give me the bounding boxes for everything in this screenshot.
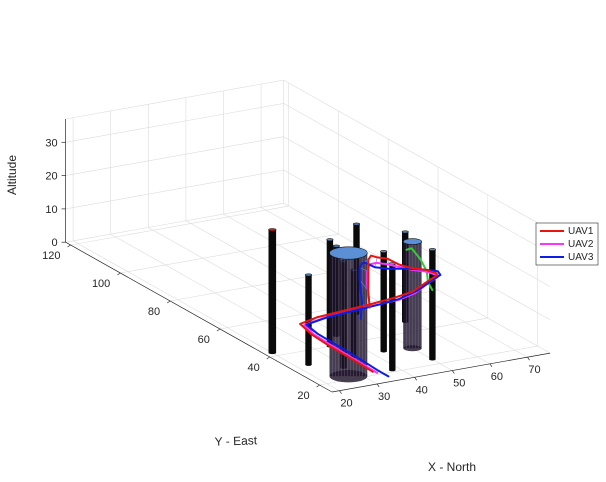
z-tick-label: 30 (45, 137, 57, 149)
obstacle-body (389, 263, 396, 371)
x-tick (339, 390, 342, 394)
y-tick-label: 20 (297, 390, 309, 402)
wall-gridline-yz-h (283, 136, 551, 287)
floor-gridline-x (72, 240, 340, 391)
x-tick (414, 377, 418, 381)
x-tick-label: 60 (491, 371, 503, 383)
y-tick-label: 100 (92, 278, 110, 290)
y-axis-line (65, 241, 333, 393)
frame-edge (283, 79, 551, 231)
obstacle-cap (329, 246, 368, 260)
x-tick-label: 30 (378, 391, 390, 403)
obstacle-base (380, 350, 387, 353)
obstacle-cap (268, 228, 277, 232)
z-axis-label: Altitude (5, 155, 19, 195)
obstacle-cap (332, 244, 340, 248)
obstacle-cap (402, 238, 422, 245)
obstacle-body (268, 229, 277, 353)
grid-layer (65, 79, 551, 393)
z-tick-label: 0 (51, 237, 57, 249)
obstacle-cap (401, 230, 409, 234)
y-tick-label: 40 (248, 362, 260, 374)
y-tick (67, 244, 71, 248)
x-tick-label: 40 (416, 384, 428, 396)
z-tick-label: 20 (45, 171, 57, 183)
obstacle-base (429, 358, 436, 361)
floor-gridline-y (120, 233, 339, 274)
wall-gridline-xz-h (65, 103, 284, 143)
frame-edge (65, 79, 284, 120)
obstacle-base (389, 369, 396, 372)
legend-label-uav3: UAV3 (568, 252, 594, 263)
x-tick (489, 363, 493, 368)
wall-gridline-yz-h (283, 103, 551, 254)
floor-gridline-y (70, 205, 289, 246)
series-layer (299, 247, 442, 378)
obstacle-cap (428, 248, 436, 251)
x-axis-line (331, 352, 551, 393)
y-tick-label: 80 (148, 306, 160, 318)
x-tick-label: 20 (340, 398, 352, 410)
y-tick-label: 120 (42, 250, 60, 262)
series-line-uav1 (299, 254, 438, 373)
x-tick (452, 370, 455, 374)
obstacle-cap (380, 250, 388, 253)
floor-gridline-x (148, 227, 415, 378)
obstacle-cap (326, 238, 334, 242)
y-tick (166, 300, 171, 304)
x-tick-label: 50 (453, 378, 465, 390)
legend-label-uav2: UAV2 (568, 239, 594, 250)
y-tick (316, 384, 320, 388)
obstacle-cap (304, 273, 312, 277)
y-tick (266, 356, 270, 360)
obstacle-base (268, 351, 277, 355)
x-axis-label: X - North (428, 460, 476, 474)
wall-gridline-xz-h (65, 136, 284, 176)
y-axis-label: Y - East (214, 433, 258, 448)
legend: UAV1 UAV2 UAV3 (535, 222, 599, 266)
obstacle-cylinder (388, 262, 396, 372)
legend-label-uav1: UAV1 (568, 226, 594, 237)
y-tick (117, 272, 121, 276)
obstacle-cap (352, 222, 360, 226)
z-tick-label: 10 (45, 204, 57, 216)
obstacle-body (429, 249, 436, 360)
wall-gridline-xz-h (65, 203, 284, 243)
obstacle-cylinder (428, 248, 436, 361)
y-tick (216, 328, 221, 332)
obstacle-base (329, 370, 368, 383)
wall-gridline-xz-h (65, 169, 284, 210)
y-tick-label: 60 (198, 334, 210, 346)
obstacle-cylinder (268, 228, 277, 355)
obstacle-base (403, 345, 422, 352)
series-line-uav3 (305, 261, 442, 378)
x-tick-label: 70 (528, 364, 540, 376)
x-tick (376, 383, 380, 388)
obstacle-base (305, 363, 312, 366)
x-tick (527, 356, 530, 361)
